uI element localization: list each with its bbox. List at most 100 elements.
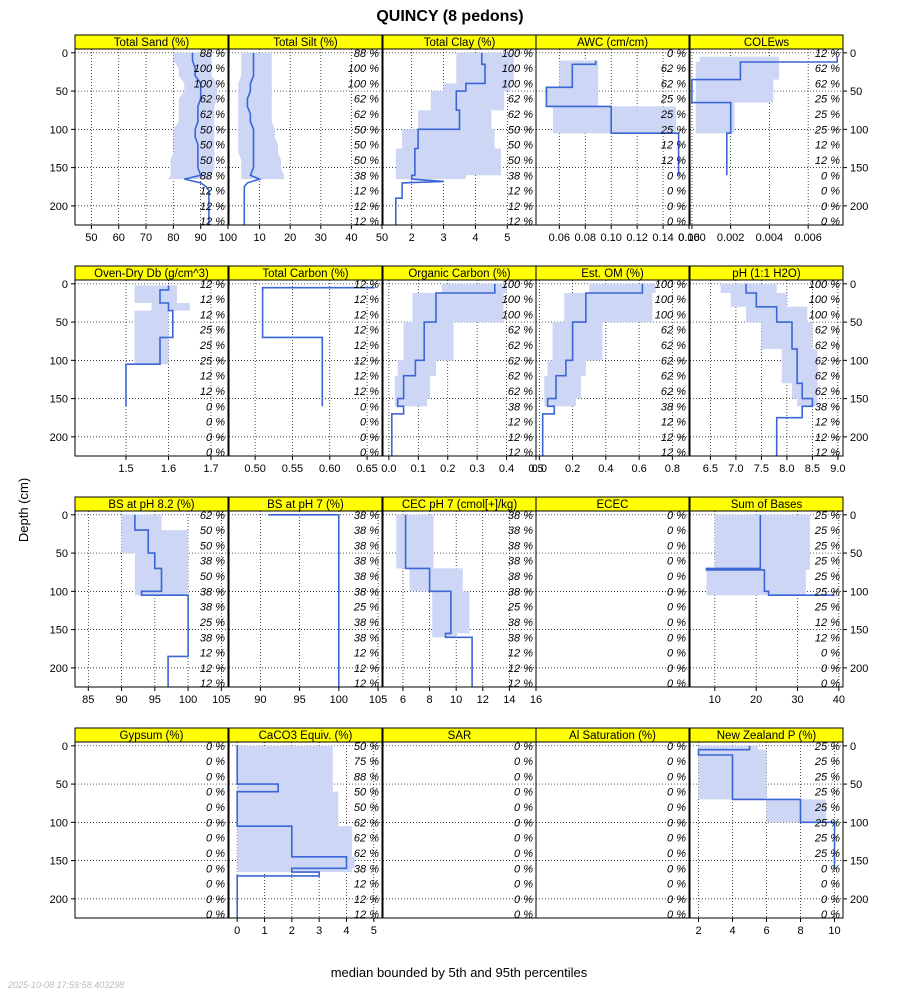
panel-awc-cm-cm-xtick-label: 0.10 — [600, 232, 621, 244]
panel-total-clay-pct-label: 12 % — [508, 216, 533, 228]
panel-bs-at-ph-8-2-pct-label: 25 % — [199, 617, 225, 629]
panel-sum-of-bases-pct-label: 0 % — [821, 678, 840, 690]
y-axis-tick-label: 100 — [50, 124, 68, 136]
panel-new-zealand-p-pct-label: 25 % — [814, 787, 840, 799]
panel-sum-of-bases-pct-label: 25 % — [814, 602, 840, 614]
y-axis-tick-label-right: 0 — [850, 510, 856, 522]
panel-total-sand: Total Sand (%) 88 % 100 % 100 % 62 % 62 % 50 %… — [50, 34, 237, 244]
panel-gypsum-pct-label: 0 % — [206, 848, 225, 860]
y-axis-tick-label-right: 100 — [850, 586, 868, 598]
panel-total-sand-pct-label: 88 % — [200, 48, 225, 60]
panel-colews-strip-label: COLEws — [744, 37, 790, 49]
panel-ph-1-1-h2o-plot-area — [720, 283, 818, 456]
panel-ph-1-1-h2o-xtick-label: 9.0 — [830, 463, 845, 475]
y-axis-tick-label-right: 50 — [850, 317, 862, 329]
panel-ph-1-1-h2o-xtick-label: 6.5 — [703, 463, 718, 475]
panel-est-om-percentile-band — [544, 283, 656, 407]
panel-al-saturation-pct-label: 0 % — [667, 787, 686, 799]
panel-organic-carbon-plot-area — [390, 283, 507, 456]
panel-oven-dry-db-g-cm-3-pct-label: 12 % — [200, 371, 225, 383]
panel-cec-ph-7-cmol-kg-pct-label: 12 % — [508, 663, 533, 675]
panel-total-sand-pct-label: 100 % — [194, 63, 225, 75]
panel-oven-dry-db-g-cm-3-percentile-band — [134, 285, 190, 365]
panel-total-clay-strip-label: Total Clay (%) — [424, 37, 496, 49]
panel-total-sand-pct-label: 12 % — [200, 201, 225, 213]
panel-sum-of-bases-pct-label: 25 % — [814, 556, 840, 568]
panel-total-clay-pct-label: 50 % — [508, 140, 533, 152]
panel-bs-at-ph-7-pct-label: 38 % — [354, 556, 379, 568]
panel-ph-1-1-h2o-pct-label: 12 % — [815, 417, 840, 429]
panel-organic-carbon: Organic Carbon (%)100 %100 %100 %62 %62 … — [381, 265, 544, 475]
panel-oven-dry-db-g-cm-3-strip-label: Oven-Dry Db (g/cm^3) — [94, 268, 209, 280]
panel-oven-dry-db-g-cm-3-pct-label: 12 % — [200, 279, 225, 291]
panel-bs-at-ph-7-pct-label: 38 % — [354, 586, 379, 598]
panel-ecec-pct-label: 0 % — [667, 586, 686, 598]
panel-oven-dry-db-g-cm-3-pct-label: 0 % — [206, 401, 225, 413]
panel-oven-dry-db-g-cm-3-pct-label: 0 % — [206, 417, 225, 429]
panel-al-saturation-pct-label: 0 % — [667, 833, 686, 845]
panel-ph-1-1-h2o-pct-label: 100 % — [809, 309, 840, 321]
panel-colews-plot-area — [691, 56, 839, 176]
panel-bs-at-ph-8-2-xtick-label: 100 — [179, 694, 197, 706]
panel-ecec-pct-label: 0 % — [667, 678, 686, 690]
panel-awc-cm-cm-xtick-label: 0.06 — [549, 232, 570, 244]
panel-total-sand-pct-label: 50 % — [200, 155, 225, 167]
y-axis-tick-label: 0 — [62, 279, 68, 291]
y-axis-tick-label-right: 100 — [850, 355, 868, 367]
panel-sar-pct-label: 0 % — [514, 787, 533, 799]
panel-cec-ph-7-cmol-kg-pct-label: 38 % — [508, 510, 533, 522]
y-axis-tick-label-right: 150 — [850, 163, 868, 175]
panel-total-silt-pct-label: 50 % — [354, 124, 379, 136]
panel-ecec-pct-label: 0 % — [667, 540, 686, 552]
panel-est-om: Est. OM (%) 100 % 100 % 100 % 62 % 62 % 62 % 62… — [532, 265, 690, 475]
panel-total-clay-pct-label: 50 % — [508, 155, 533, 167]
panel-caco3-equiv-pct-label: 12 % — [354, 879, 379, 891]
y-axis-tick-label: 50 — [56, 548, 68, 560]
y-axis-tick-label-right: 0 — [850, 741, 856, 753]
panel-colews-xtick-label: 0.002 — [717, 232, 745, 244]
panel-bs-at-ph-7-pct-label: 38 % — [354, 525, 379, 537]
panel-oven-dry-db-g-cm-3-pct-label: 12 % — [200, 309, 225, 321]
panel-bs-at-ph-7: BS at pH 7 (%) 38 % 38 % 38 % 38 % 38 % 38 % 25… — [228, 496, 387, 706]
panel-cec-ph-7-cmol-kg-pct-label: 38 % — [508, 586, 533, 598]
panel-organic-carbon-pct-label: 12 % — [508, 447, 533, 459]
panel-total-sand-strip-label: Total Sand (%) — [114, 37, 190, 49]
panel-est-om-xtick-label: 0.2 — [565, 463, 580, 475]
panel-caco3-equiv-pct-label: 75 % — [354, 756, 379, 768]
panel-colews-pct-label: 62 % — [815, 78, 840, 90]
panel-total-silt-pct-label: 50 % — [354, 155, 379, 167]
panel-caco3-equiv-xtick-label: 3 — [316, 925, 322, 937]
panel-ecec-pct-label: 0 % — [667, 525, 686, 537]
panel-sar-pct-label: 0 % — [514, 817, 533, 829]
panel-caco3-equiv-frame — [228, 741, 383, 919]
panel-cec-ph-7-cmol-kg-pct-label: 38 % — [508, 617, 533, 629]
panel-sum-of-bases-percentile-band — [706, 514, 810, 596]
panel-total-carbon-pct-label: 12 % — [354, 386, 379, 398]
panel-total-silt-frame — [228, 48, 383, 226]
panel-total-clay-xtick-label: 3 — [441, 232, 447, 244]
panel-organic-carbon-strip-label: Organic Carbon (%) — [408, 268, 510, 280]
panel-total-carbon-pct-label: 0 % — [360, 417, 379, 429]
y-axis-tick-label-right: 50 — [850, 86, 862, 98]
panel-awc-cm-cm-percentile-band — [546, 60, 676, 134]
panel-sum-of-bases-pct-label: 0 % — [821, 648, 840, 660]
panel-organic-carbon-xtick-label: 0.2 — [440, 463, 455, 475]
panel-new-zealand-p-median-line — [697, 745, 836, 869]
panel-awc-cm-cm-pct-label: 12 % — [661, 140, 686, 152]
panel-awc-cm-cm-pct-label: 0 % — [667, 216, 686, 228]
panel-total-sand-median-line — [184, 52, 210, 225]
panel-sar-strip-label: SAR — [448, 730, 472, 742]
panel-bs-at-ph-7-xtick-label: 90 — [254, 694, 266, 706]
panel-new-zealand-p-xtick-label: 8 — [797, 925, 803, 937]
panel-organic-carbon-pct-label: 12 % — [508, 417, 533, 429]
panel-total-sand-pct-label: 62 % — [200, 109, 225, 121]
panel-new-zealand-p-pct-label: 0 % — [821, 863, 840, 875]
panel-est-om-pct-label: 12 % — [661, 447, 686, 459]
panel-bs-at-ph-8-2-frame — [74, 510, 229, 688]
panel-total-carbon-pct-label: 0 % — [360, 401, 379, 413]
panel-ecec-pct-label: 0 % — [667, 648, 686, 660]
panel-sum-of-bases-pct-label: 25 % — [814, 540, 840, 552]
panel-gypsum-pct-label: 0 % — [206, 741, 225, 753]
panel-sum-of-bases-strip-label: Sum of Bases — [731, 499, 803, 511]
y-axis-tick-label-right: 200 — [850, 663, 868, 675]
